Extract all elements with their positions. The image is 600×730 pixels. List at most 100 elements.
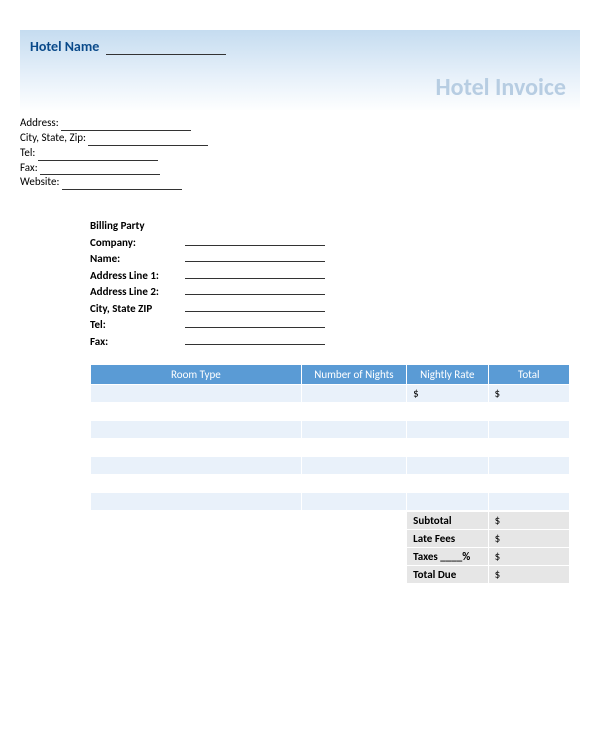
latefees-value: $ [488,530,569,548]
table-row [91,403,570,421]
totals-spacer [91,512,407,530]
cell-nights[interactable] [301,493,406,511]
subtotal-value: $ [488,512,569,530]
cell-rate[interactable] [407,457,488,475]
hotel-contact-block: Address: City, State, Zip: Tel: Fax: Web… [20,116,580,190]
cell-total[interactable] [488,421,569,439]
header-band: Hotel Name Hotel Invoice [20,30,580,110]
cell-total[interactable] [488,403,569,421]
cell-rate[interactable] [407,421,488,439]
fax-label: Fax: [20,161,38,176]
csz-input-line[interactable] [88,136,208,146]
billing-addr1-row: Address Line 1: [90,268,580,285]
billing-fax-label: Fax: [90,334,185,351]
cell-total[interactable] [488,493,569,511]
tel-label: Tel: [20,146,35,161]
table-row [91,493,570,511]
cell-room[interactable] [91,457,302,475]
cell-rate[interactable] [407,493,488,511]
totals-block: Subtotal $ Late Fees $ Taxes ____% $ Tot… [90,511,570,584]
cell-room[interactable] [91,385,302,403]
tel-input-line[interactable] [38,151,158,161]
cell-room[interactable] [91,421,302,439]
taxes-row: Taxes ____% $ [91,548,570,566]
cell-nights[interactable] [301,457,406,475]
hotel-name-input-line[interactable] [106,54,226,55]
totals-spacer [91,530,407,548]
line-items-table: Room Type Number of Nights Nightly Rate … [90,364,570,511]
address-row: Address: [20,116,580,131]
billing-name-label: Name: [90,251,185,268]
col-nightly-rate: Nightly Rate [407,365,488,385]
billing-addr2-input-line[interactable] [185,284,325,295]
billing-tel-label: Tel: [90,317,185,334]
website-row: Website: [20,175,580,190]
cell-nights[interactable] [301,475,406,493]
cell-room[interactable] [91,403,302,421]
billing-section-title: Billing Party [90,218,580,235]
fax-input-line[interactable] [40,165,160,175]
billing-company-row: Company: [90,235,580,252]
col-number-nights: Number of Nights [301,365,406,385]
cell-total[interactable]: $ [488,385,569,403]
cell-room[interactable] [91,493,302,511]
cell-nights[interactable] [301,385,406,403]
table-row [91,475,570,493]
subtotal-label: Subtotal [407,512,488,530]
totaldue-row: Total Due $ [91,566,570,584]
table-header-row: Room Type Number of Nights Nightly Rate … [91,365,570,385]
billing-company-input-line[interactable] [185,235,325,246]
tel-row: Tel: [20,146,580,161]
billing-name-row: Name: [90,251,580,268]
cell-rate[interactable]: $ [407,385,488,403]
billing-company-label: Company: [90,235,185,252]
cell-nights[interactable] [301,403,406,421]
website-label: Website: [20,175,59,190]
fax-row: Fax: [20,161,580,176]
invoice-title: Hotel Invoice [436,73,566,102]
totals-spacer [91,548,407,566]
hotel-name-label: Hotel Name [30,38,99,55]
totaldue-label: Total Due [407,566,488,584]
billing-csz-input-line[interactable] [185,301,325,312]
cell-total[interactable] [488,457,569,475]
billing-addr2-row: Address Line 2: [90,284,580,301]
website-input-line[interactable] [62,180,182,190]
cell-rate[interactable] [407,475,488,493]
cell-nights[interactable] [301,439,406,457]
col-total: Total [488,365,569,385]
cell-room[interactable] [91,439,302,457]
totaldue-value: $ [488,566,569,584]
billing-name-input-line[interactable] [185,251,325,262]
cell-rate[interactable] [407,403,488,421]
billing-tel-input-line[interactable] [185,317,325,328]
taxes-value: $ [488,548,569,566]
totals-spacer [91,566,407,584]
taxes-label: Taxes ____% [407,548,488,566]
subtotal-row: Subtotal $ [91,512,570,530]
billing-addr1-label: Address Line 1: [90,268,185,285]
table-body: $ $ [91,385,570,511]
cell-room[interactable] [91,475,302,493]
city-state-zip-row: City, State, Zip: [20,131,580,146]
billing-fax-input-line[interactable] [185,334,325,345]
latefees-row: Late Fees $ [91,530,570,548]
address-input-line[interactable] [61,121,191,131]
csz-label: City, State, Zip: [20,131,86,146]
table-row [91,457,570,475]
cell-total[interactable] [488,475,569,493]
billing-csz-row: City, State ZIP [90,301,580,318]
cell-total[interactable] [488,439,569,457]
billing-fax-row: Fax: [90,334,580,351]
cell-nights[interactable] [301,421,406,439]
billing-csz-label: City, State ZIP [90,301,185,318]
billing-addr2-label: Address Line 2: [90,284,185,301]
cell-rate[interactable] [407,439,488,457]
billing-tel-row: Tel: [90,317,580,334]
address-label: Address: [20,116,59,131]
table-row: $ $ [91,385,570,403]
line-items-table-wrap: Room Type Number of Nights Nightly Rate … [90,364,570,511]
billing-addr1-input-line[interactable] [185,268,325,279]
latefees-label: Late Fees [407,530,488,548]
table-row [91,421,570,439]
